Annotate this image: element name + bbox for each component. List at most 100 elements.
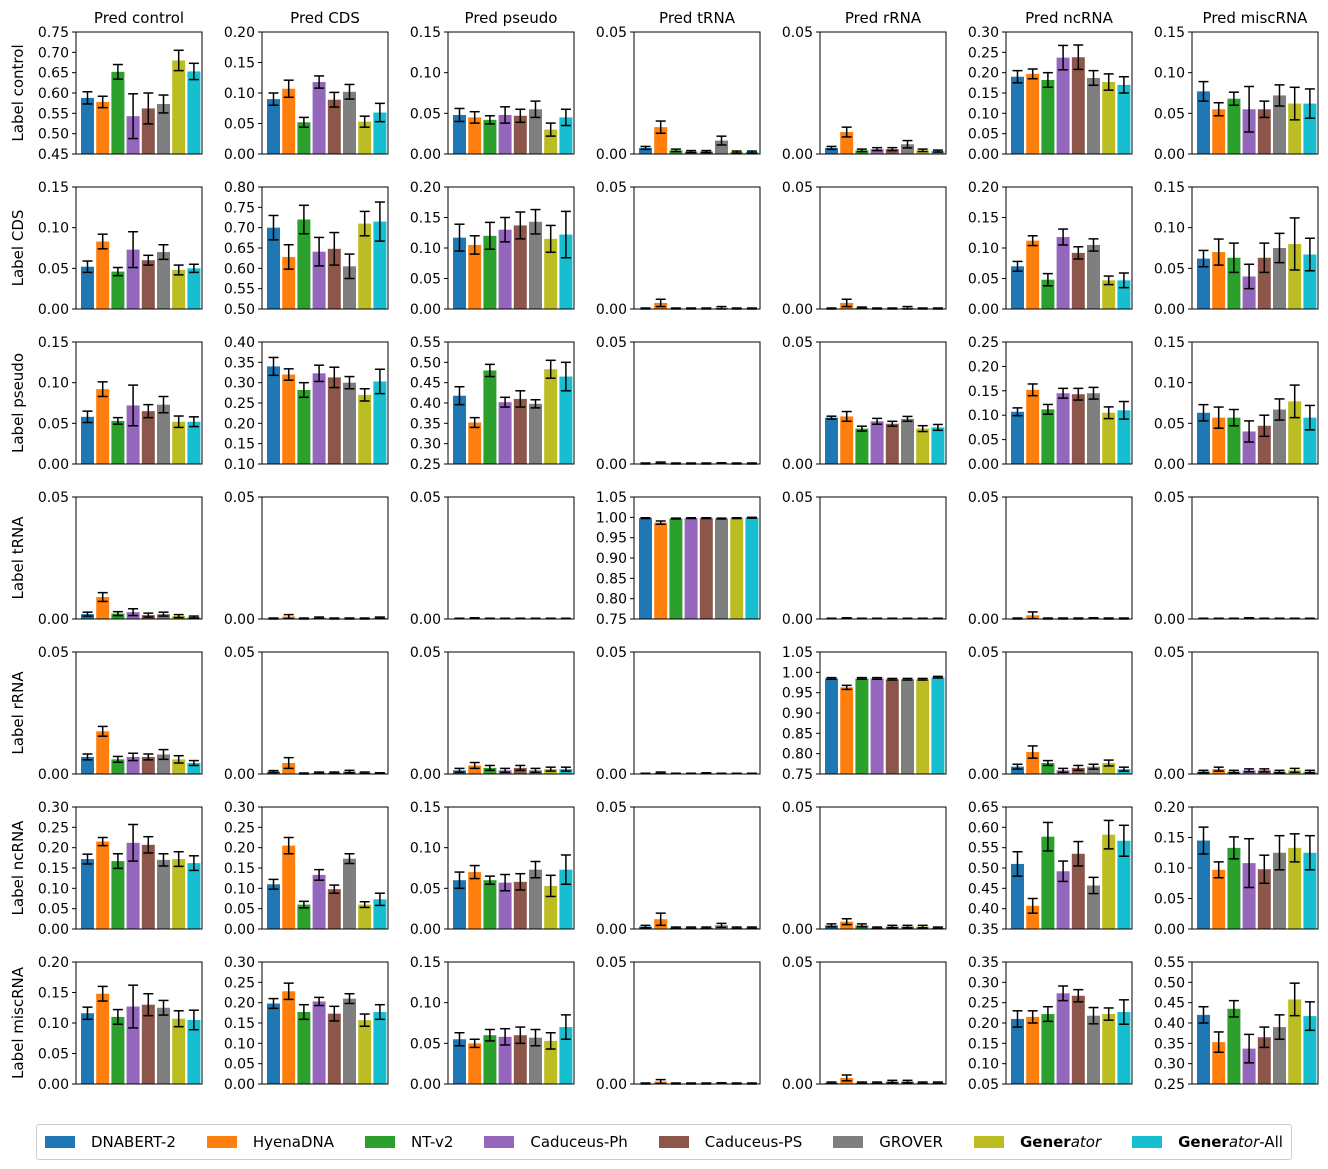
y-tick-label: 0.05 — [782, 800, 813, 816]
bar — [187, 763, 201, 774]
y-tick-label: 0.05 — [968, 433, 999, 449]
bar — [1227, 257, 1241, 309]
y-tick-label: 0.00 — [38, 457, 69, 473]
y-tick-label: 0.15 — [410, 25, 441, 41]
panel-frame — [819, 651, 947, 775]
bar — [1117, 1012, 1131, 1084]
bar — [373, 112, 387, 154]
bar — [654, 522, 668, 619]
panel-frame — [1005, 961, 1133, 1085]
panel-frame — [75, 341, 203, 465]
bar — [1056, 237, 1070, 309]
bar — [513, 115, 527, 154]
panel-frame — [1005, 496, 1133, 620]
y-tick-label: 0.15 — [968, 211, 999, 227]
bar — [358, 121, 372, 154]
column-title: Pred tRNA — [659, 9, 736, 27]
bar — [453, 880, 466, 929]
bar — [1242, 431, 1256, 464]
bar — [1117, 84, 1131, 154]
y-tick-label: 0.05 — [596, 25, 627, 41]
y-tick-label: 0.55 — [1154, 955, 1185, 971]
y-tick-label: 0.25 — [224, 396, 255, 412]
y-tick-label: 1.05 — [782, 645, 813, 661]
bar — [483, 1035, 497, 1084]
panel-frame — [633, 186, 761, 310]
y-tick-label: 0.00 — [410, 147, 441, 163]
bar — [141, 108, 155, 154]
y-tick-label: 1.00 — [782, 665, 813, 681]
bar — [901, 144, 914, 154]
y-tick-label: 0.05 — [38, 416, 69, 432]
y-tick-label: 0.20 — [968, 359, 999, 375]
y-tick-label: 0.00 — [1154, 767, 1185, 783]
y-tick-label: 0.05 — [410, 272, 441, 288]
bar — [297, 122, 311, 154]
y-tick-label: 0.15 — [1154, 180, 1185, 196]
bar — [931, 677, 945, 774]
bar — [1056, 57, 1070, 155]
y-tick-label: 0.20 — [410, 180, 441, 196]
bar — [96, 597, 110, 619]
panel-frame — [75, 186, 203, 310]
y-tick-label: 0.70 — [224, 221, 255, 237]
bar — [885, 149, 899, 154]
y-tick-label: 0.20 — [968, 180, 999, 196]
bar — [559, 117, 573, 154]
bar — [282, 374, 296, 464]
bar — [282, 88, 296, 154]
bar — [715, 518, 728, 619]
bar — [1026, 389, 1040, 464]
legend-item-caduceus-ph: Caduceus-Ph — [484, 1133, 628, 1151]
y-tick-label: 0.10 — [38, 1016, 69, 1032]
bar — [453, 114, 466, 154]
bar — [267, 884, 280, 929]
legend-swatch — [484, 1136, 515, 1148]
bar — [111, 861, 125, 929]
y-tick-label: 0.10 — [1154, 861, 1185, 877]
bar — [513, 881, 527, 929]
bar — [885, 679, 899, 774]
bar — [513, 398, 527, 464]
bar — [343, 858, 356, 929]
y-tick-label: 0.35 — [968, 955, 999, 971]
bar — [1026, 73, 1040, 154]
bar — [1288, 103, 1302, 154]
y-tick-label: 0.00 — [224, 1077, 255, 1093]
y-tick-label: 0.25 — [410, 457, 441, 473]
y-tick-label: 0.35 — [224, 355, 255, 371]
y-tick-label: 0.10 — [410, 841, 441, 857]
bar — [513, 225, 527, 309]
y-tick-label: 0.25 — [968, 996, 999, 1012]
bar — [172, 421, 186, 464]
panel-frame — [819, 186, 947, 310]
y-tick-label: 0.50 — [1154, 975, 1185, 991]
bar — [343, 266, 356, 309]
y-tick-label: 0.35 — [1154, 1036, 1185, 1052]
bar — [901, 418, 914, 464]
y-tick-label: 0.05 — [782, 490, 813, 506]
bar — [358, 904, 372, 929]
y-tick-label: 0.05 — [1154, 490, 1185, 506]
y-tick-label: 0.00 — [410, 612, 441, 628]
bar — [870, 678, 884, 774]
bar — [639, 518, 652, 619]
y-tick-label: 0.00 — [1154, 147, 1185, 163]
y-tick-label: 0.15 — [968, 86, 999, 102]
bar — [559, 376, 573, 464]
bar — [855, 678, 869, 774]
bar — [559, 234, 573, 309]
y-tick-label: 0.05 — [596, 645, 627, 661]
panel-frame — [1191, 651, 1319, 775]
y-tick-label: 0.00 — [968, 147, 999, 163]
bar — [1102, 82, 1116, 154]
panel-frame — [261, 961, 389, 1085]
panel-frame — [1191, 186, 1319, 310]
bar — [312, 1001, 326, 1084]
bar — [1041, 279, 1055, 309]
bar — [1011, 76, 1024, 154]
bar — [267, 366, 280, 464]
panel-frame — [819, 341, 947, 465]
bar — [916, 428, 930, 464]
y-tick-label: 0.00 — [1154, 612, 1185, 628]
